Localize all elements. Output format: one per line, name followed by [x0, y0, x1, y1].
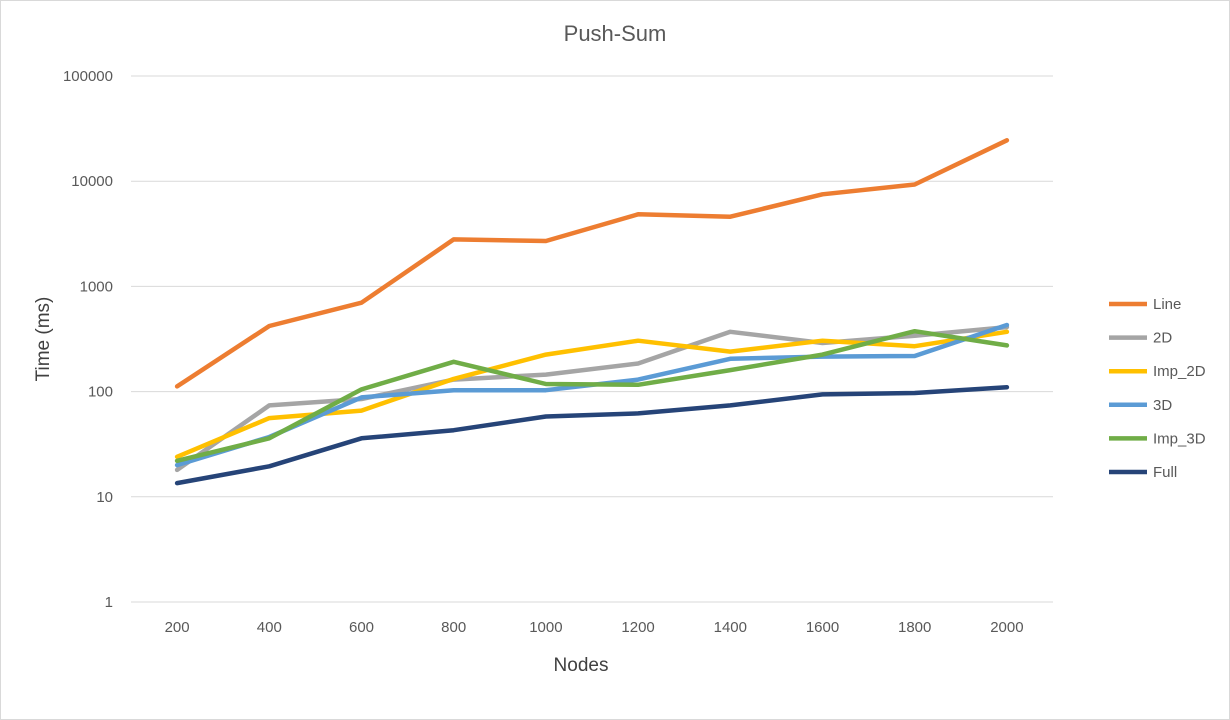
y-tick-label: 100000	[63, 68, 113, 85]
legend-label: 2D	[1153, 330, 1172, 347]
y-axis-ticks: 1 10 100 1000 10000 100000	[63, 68, 113, 611]
y-tick-label: 1	[105, 594, 113, 611]
x-axis-ticks: 200 400 600 800 1000 1200 1400 1600 1800 2000	[165, 619, 1024, 636]
series-line-2d	[174, 324, 1010, 473]
series-line-line	[174, 138, 1010, 389]
series-line-full	[174, 384, 1010, 486]
x-tick-label: 200	[165, 619, 190, 636]
series-lines	[174, 138, 1010, 486]
x-tick-label: 1400	[714, 619, 747, 636]
x-tick-label: 1600	[806, 619, 839, 636]
x-axis-label: Nodes	[554, 655, 609, 676]
y-tick-label: 10000	[71, 173, 113, 190]
legend-label: Line	[1153, 296, 1181, 313]
x-tick-label: 800	[441, 619, 466, 636]
y-tick-label: 10	[96, 489, 113, 506]
chart-title: Push-Sum	[564, 21, 667, 46]
y-tick-label: 1000	[80, 278, 113, 295]
legend-label: 3D	[1153, 397, 1172, 414]
y-axis-label: Time (ms)	[33, 297, 54, 382]
x-tick-label: 1800	[898, 619, 931, 636]
legend-label: Full	[1153, 464, 1177, 481]
x-tick-label: 1200	[621, 619, 654, 636]
legend-label: Imp_2D	[1153, 363, 1206, 380]
x-tick-label: 2000	[990, 619, 1023, 636]
series-line-imp-3d	[174, 328, 1010, 464]
x-tick-label: 400	[257, 619, 282, 636]
x-tick-label: 600	[349, 619, 374, 636]
gridlines	[131, 75, 1053, 603]
legend: Line 2D Imp_2D 3D Imp_3D Full	[1109, 296, 1206, 481]
y-tick-label: 100	[88, 384, 113, 401]
legend-label: Imp_3D	[1153, 430, 1206, 447]
x-tick-label: 1000	[529, 619, 562, 636]
